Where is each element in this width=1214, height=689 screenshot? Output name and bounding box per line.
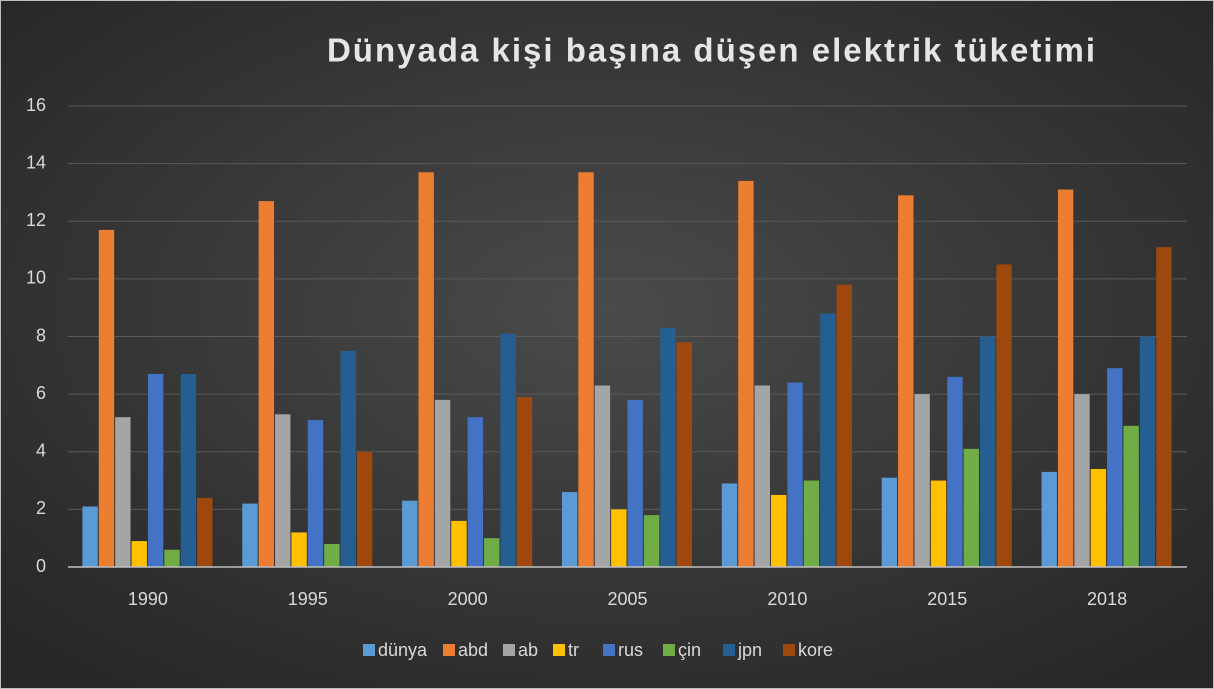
bar — [197, 497, 213, 567]
bar — [484, 538, 500, 567]
bar — [611, 509, 627, 567]
bar — [770, 494, 787, 567]
legend-swatch — [553, 644, 565, 656]
bar — [803, 480, 820, 567]
bar — [418, 172, 434, 568]
y-tick-label: 14 — [26, 152, 46, 172]
y-tick-label: 16 — [26, 95, 46, 115]
legend-label: kore — [798, 640, 833, 660]
bar — [82, 506, 98, 567]
bar — [1090, 469, 1107, 567]
bar — [787, 382, 803, 567]
x-tick-label: 2005 — [607, 589, 647, 609]
bar — [836, 284, 852, 567]
bar — [164, 549, 180, 567]
bar — [721, 483, 738, 567]
legend-swatch — [603, 644, 615, 656]
bar — [516, 397, 533, 567]
bar — [1107, 368, 1123, 567]
x-tick-label: 2000 — [448, 589, 488, 609]
bar — [881, 477, 898, 567]
bar — [307, 420, 324, 567]
y-tick-label: 0 — [36, 556, 46, 576]
x-tick-label: 1990 — [128, 589, 168, 609]
bar — [979, 336, 996, 567]
bar — [324, 543, 340, 567]
x-tick-label: 2015 — [927, 589, 967, 609]
bar — [98, 229, 115, 568]
bar — [996, 264, 1012, 567]
legend-swatch — [783, 644, 795, 656]
x-tick-label: 2018 — [1087, 589, 1127, 609]
bar — [131, 541, 147, 567]
bar — [898, 195, 914, 567]
legend-label: ab — [518, 640, 538, 660]
legend-label: dünya — [378, 640, 428, 660]
legend-label: çin — [678, 640, 701, 660]
bar — [258, 201, 275, 568]
bar — [676, 342, 693, 567]
y-tick-label: 12 — [26, 210, 46, 230]
bar — [500, 333, 516, 567]
bar — [467, 417, 484, 567]
legend-label: jpn — [737, 640, 762, 660]
legend-swatch — [363, 644, 375, 656]
bar — [1041, 471, 1057, 567]
bar — [820, 313, 836, 567]
bar — [180, 373, 197, 567]
legend-label: tr — [568, 640, 579, 660]
bar — [947, 376, 963, 567]
bar — [594, 385, 611, 567]
bar — [115, 417, 131, 567]
bar — [561, 492, 578, 567]
bar — [643, 515, 660, 567]
legend-swatch — [723, 644, 735, 656]
bar — [1156, 247, 1172, 567]
y-tick-label: 6 — [36, 383, 46, 403]
chart-title: Dünyada kişi başına düşen elektrik tüket… — [327, 32, 1097, 69]
legend-label: abd — [458, 640, 488, 660]
x-tick-label: 2010 — [767, 589, 807, 609]
bar — [738, 180, 754, 567]
bar — [291, 532, 307, 567]
bar — [914, 394, 930, 567]
bar — [147, 373, 164, 567]
bar — [627, 399, 643, 567]
bar — [1123, 425, 1139, 567]
bar — [275, 414, 291, 567]
legend-swatch — [443, 644, 455, 656]
legend-swatch — [503, 644, 515, 656]
bar — [402, 500, 418, 567]
bar — [451, 520, 467, 567]
y-tick-label: 8 — [36, 325, 46, 345]
y-tick-label: 10 — [26, 268, 46, 288]
bar — [1139, 336, 1156, 567]
legend-swatch — [663, 644, 675, 656]
y-tick-label: 2 — [36, 498, 46, 518]
bar — [434, 399, 451, 567]
bar — [242, 503, 258, 567]
bar — [754, 385, 770, 567]
bar — [930, 480, 947, 567]
y-tick-label: 4 — [36, 441, 46, 461]
bar — [340, 350, 356, 567]
x-tick-label: 1995 — [288, 589, 328, 609]
bar — [1057, 189, 1074, 567]
bar — [660, 327, 676, 567]
bar — [963, 448, 979, 567]
bar — [1074, 394, 1090, 567]
bar — [356, 451, 373, 567]
legend-label: rus — [618, 640, 643, 660]
bar — [578, 172, 594, 568]
